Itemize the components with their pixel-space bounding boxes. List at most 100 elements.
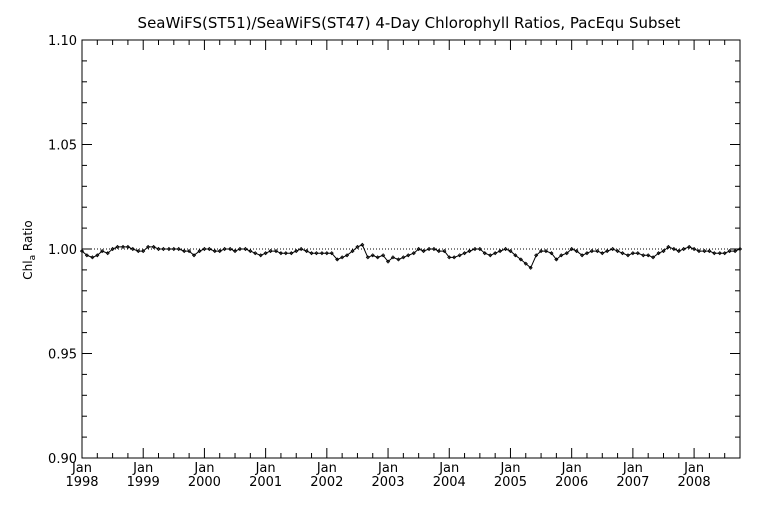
data-point [406, 253, 411, 258]
data-point [309, 251, 314, 256]
x-tick-year-label: 1999 [127, 475, 160, 490]
data-point [273, 249, 279, 254]
x-axis: Jan1998Jan1999Jan2000Jan2001Jan2002Jan20… [65, 40, 741, 490]
data-point [90, 255, 95, 260]
series-points [79, 242, 743, 270]
data-point [620, 251, 625, 256]
y-tick-label: 1.00 [48, 243, 77, 258]
data-point [365, 255, 370, 260]
data-point [314, 251, 319, 256]
data-point [350, 249, 355, 254]
data-point [543, 249, 549, 254]
data-point [222, 246, 227, 252]
x-tick-year-label: 2004 [433, 475, 466, 490]
x-tick-month-label: Jan [132, 461, 153, 476]
y-axis-label-main: Chl [21, 260, 35, 279]
y-tick-label: 0.90 [48, 452, 77, 467]
data-point [299, 246, 304, 252]
data-point [426, 246, 432, 252]
data-point [95, 253, 100, 258]
data-point [340, 255, 345, 260]
data-point [381, 253, 386, 258]
data-point [100, 249, 105, 254]
data-point [401, 255, 406, 260]
data-point [707, 249, 712, 254]
data-point [671, 246, 676, 252]
data-point [554, 257, 559, 262]
data-point [559, 253, 564, 258]
data-point [497, 249, 503, 254]
data-point [166, 246, 171, 252]
data-point [176, 246, 181, 252]
data-point [191, 253, 197, 258]
y-tick-label: 1.05 [48, 139, 77, 154]
data-point [335, 257, 340, 262]
data-point [692, 246, 697, 252]
data-point [513, 253, 518, 258]
data-point [212, 249, 217, 254]
data-point [635, 251, 640, 256]
data-point [416, 246, 421, 252]
x-tick-month-label: Jan [316, 461, 337, 476]
data-point [564, 251, 569, 256]
data-point [390, 255, 396, 260]
x-tick-year-label: 2000 [188, 475, 221, 490]
data-point [712, 251, 717, 256]
data-point [228, 246, 233, 252]
data-point [452, 255, 457, 260]
x-tick-year-label: 2008 [678, 475, 711, 490]
x-tick-month-label: Jan [622, 461, 643, 476]
data-point [344, 253, 350, 258]
x-tick-year-label: 2005 [494, 475, 527, 490]
data-point [237, 246, 242, 252]
x-tick-year-label: 2001 [249, 475, 282, 490]
data-point [197, 249, 202, 254]
data-point [676, 249, 681, 254]
data-point [120, 244, 126, 249]
x-tick-month-label: Jan [438, 461, 459, 476]
data-point [79, 249, 85, 254]
data-point [304, 249, 309, 254]
chart-title: SeaWiFS(ST51)/SeaWiFS(ST47) 4-Day Chloro… [138, 14, 681, 32]
series-line [81, 244, 741, 269]
data-point [696, 249, 702, 254]
x-tick-year-label: 1998 [65, 475, 98, 490]
data-point [115, 244, 120, 249]
data-point [528, 265, 533, 270]
data-point [248, 249, 253, 254]
data-point [503, 246, 508, 252]
x-tick-month-label: Jan [193, 461, 214, 476]
data-point [687, 244, 692, 249]
data-point [493, 251, 498, 256]
data-point [651, 255, 656, 260]
data-point [488, 253, 493, 258]
data-point [258, 253, 263, 258]
data-point [151, 244, 156, 249]
data-point [278, 251, 283, 256]
data-point [625, 253, 631, 258]
data-point [610, 246, 615, 252]
data-point [283, 251, 288, 256]
y-axis-label-sub: a [28, 255, 38, 261]
data-point [656, 251, 661, 256]
data-point [232, 249, 238, 254]
data-point [324, 251, 329, 256]
data-point [595, 249, 600, 254]
data-point [737, 246, 743, 252]
data-point [447, 255, 452, 260]
x-tick-month-label: Jan [71, 461, 92, 476]
data-point [646, 253, 651, 258]
data-point [355, 244, 360, 249]
data-point [207, 246, 212, 252]
y-tick-label: 1.10 [48, 34, 77, 49]
data-point [442, 249, 447, 254]
data-point [457, 253, 462, 258]
data-point [360, 242, 365, 247]
data-point [539, 249, 544, 254]
data-point [202, 246, 207, 252]
data-point [436, 249, 441, 254]
data-point [396, 257, 401, 262]
y-axis-label: Chla Ratio [21, 220, 38, 279]
data-point [549, 251, 554, 256]
data-point [681, 246, 686, 252]
